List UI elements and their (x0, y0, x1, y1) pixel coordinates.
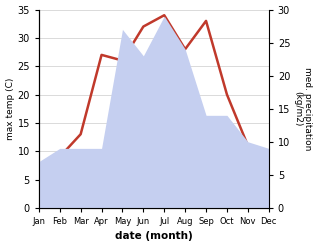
Y-axis label: med. precipitation
(kg/m2): med. precipitation (kg/m2) (293, 67, 313, 150)
X-axis label: date (month): date (month) (115, 231, 193, 242)
Y-axis label: max temp (C): max temp (C) (5, 78, 15, 140)
